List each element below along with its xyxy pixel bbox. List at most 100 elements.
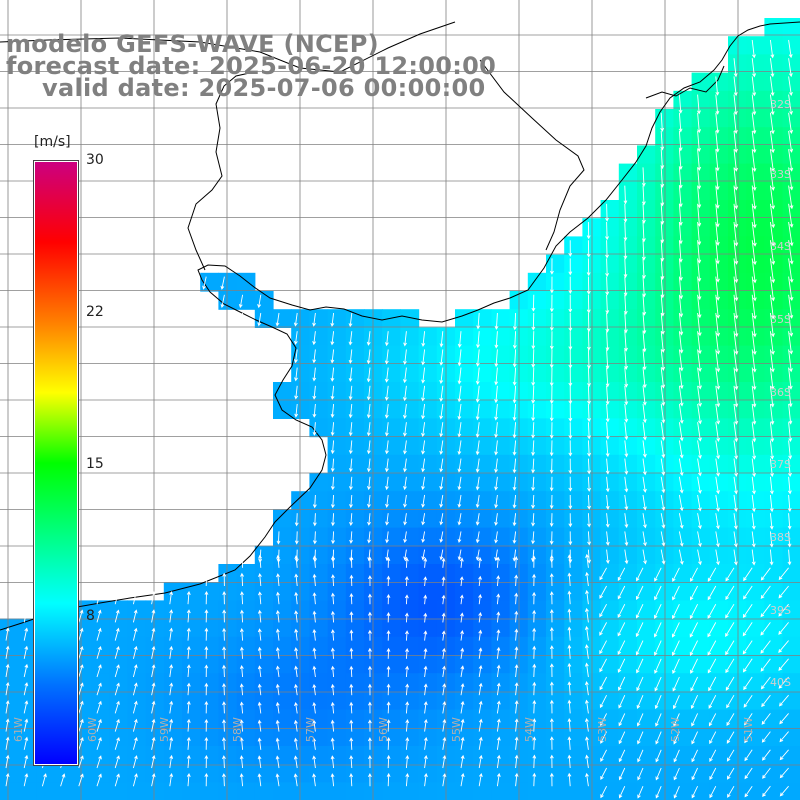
wind-speed-cell bbox=[163, 636, 183, 656]
wind-arrow bbox=[293, 755, 298, 769]
wind-arrow bbox=[787, 476, 792, 495]
wind-arrow bbox=[618, 749, 626, 763]
wind-arrow bbox=[600, 785, 608, 799]
wind-arrow bbox=[641, 185, 646, 206]
wind-speed-cell bbox=[673, 163, 693, 183]
wind-speed-cell bbox=[0, 709, 19, 729]
wind-speed-cell bbox=[291, 564, 310, 583]
wind-arrow bbox=[587, 531, 592, 546]
wind-arrow bbox=[697, 221, 702, 246]
wind-arrow bbox=[672, 585, 680, 601]
wind-arrow bbox=[460, 683, 465, 696]
wind-speed-cell bbox=[600, 691, 620, 711]
wind-arrow bbox=[222, 719, 226, 732]
wind-speed-cell bbox=[382, 636, 401, 656]
wind-arrow bbox=[733, 258, 739, 284]
wind-arrow bbox=[114, 737, 120, 750]
wind-speed-cell bbox=[109, 655, 128, 674]
wind-arrow bbox=[697, 513, 702, 530]
wind-arrow bbox=[275, 665, 280, 678]
wind-arrow bbox=[671, 640, 680, 656]
wind-arrow bbox=[725, 640, 735, 656]
wind-speed-cell bbox=[637, 291, 656, 310]
wind-speed-cell bbox=[327, 691, 347, 711]
wind-speed-cell bbox=[400, 636, 420, 656]
wind-speed-cell bbox=[473, 400, 492, 419]
wind-speed-cell bbox=[200, 782, 219, 800]
wind-arrow bbox=[761, 713, 771, 725]
wind-speed-cell bbox=[782, 509, 800, 529]
wind-arrow bbox=[423, 665, 428, 678]
wind-speed-cell bbox=[236, 655, 256, 674]
wind-arrow bbox=[642, 422, 647, 441]
wind-speed-cell bbox=[345, 400, 365, 419]
wind-arrow bbox=[678, 549, 684, 565]
wind-speed-cell bbox=[673, 327, 693, 347]
wind-arrow bbox=[660, 385, 666, 407]
wind-arrow bbox=[366, 349, 371, 365]
wind-speed-cell bbox=[546, 291, 565, 310]
wind-arrow bbox=[769, 185, 776, 210]
wind-speed-cell bbox=[728, 200, 747, 219]
wind-speed-cell bbox=[673, 491, 693, 510]
wind-arrow bbox=[769, 531, 774, 548]
wind-speed-cell bbox=[273, 764, 292, 783]
wind-arrow bbox=[678, 294, 684, 318]
wind-speed-cell bbox=[491, 727, 511, 747]
wind-arrow bbox=[78, 700, 84, 714]
wind-arrow bbox=[330, 701, 335, 714]
wind-arrow bbox=[678, 349, 684, 372]
wind-speed-cell bbox=[382, 491, 401, 510]
wind-arrow bbox=[531, 476, 535, 492]
wind-arrow bbox=[733, 221, 739, 247]
wind-speed-cell bbox=[564, 509, 583, 529]
wind-speed-cell bbox=[618, 709, 638, 729]
wind-arrow bbox=[605, 294, 610, 315]
wind-speed-cell bbox=[600, 764, 620, 783]
wind-speed-cell bbox=[273, 618, 292, 638]
wind-speed-cell bbox=[91, 782, 110, 800]
wind-speed-cell bbox=[673, 564, 693, 583]
wind-arrow bbox=[478, 575, 482, 587]
wind-speed-cell bbox=[637, 746, 656, 765]
wind-arrow bbox=[599, 567, 607, 581]
wind-arrow bbox=[312, 385, 317, 400]
wind-speed-cell bbox=[746, 436, 765, 456]
wind-arrow bbox=[478, 593, 482, 605]
wind-arrow bbox=[439, 422, 444, 438]
wind-speed-cell bbox=[273, 309, 292, 328]
wind-speed-cell bbox=[182, 691, 201, 711]
wind-arrow bbox=[624, 476, 629, 493]
wind-speed-cell bbox=[709, 200, 729, 219]
wind-speed-cell bbox=[673, 746, 693, 765]
wind-arrow bbox=[697, 312, 702, 337]
wind-speed-cell bbox=[764, 691, 784, 711]
wind-arrow bbox=[531, 458, 535, 474]
wind-arrow bbox=[708, 713, 717, 727]
wind-arrow bbox=[442, 683, 447, 696]
wind-speed-cell bbox=[564, 600, 583, 620]
wind-speed-cell bbox=[746, 746, 765, 765]
wind-arrow bbox=[330, 440, 335, 455]
wind-speed-cell bbox=[254, 673, 274, 692]
wind-speed-cell bbox=[254, 564, 274, 583]
wind-speed-cell bbox=[564, 236, 583, 256]
wind-arrow bbox=[222, 609, 227, 623]
wind-arrow bbox=[733, 549, 738, 566]
wind-speed-cell bbox=[691, 709, 711, 729]
wind-speed-cell bbox=[309, 363, 329, 383]
lon-label: 55W bbox=[450, 717, 463, 742]
wind-arrow bbox=[366, 331, 371, 346]
wind-arrow bbox=[114, 718, 120, 732]
wind-speed-cell bbox=[455, 545, 474, 565]
wind-speed-cell bbox=[691, 418, 711, 438]
wind-arrow bbox=[257, 294, 262, 309]
wind-arrow bbox=[496, 736, 501, 750]
wind-speed-cell bbox=[0, 727, 19, 747]
wind-arrow bbox=[478, 736, 483, 750]
wind-arrow bbox=[778, 622, 789, 635]
wind-speed-cell bbox=[455, 309, 474, 328]
wind-arrow bbox=[654, 658, 662, 674]
wind-arrow bbox=[744, 749, 753, 762]
wind-speed-cell bbox=[691, 291, 711, 310]
